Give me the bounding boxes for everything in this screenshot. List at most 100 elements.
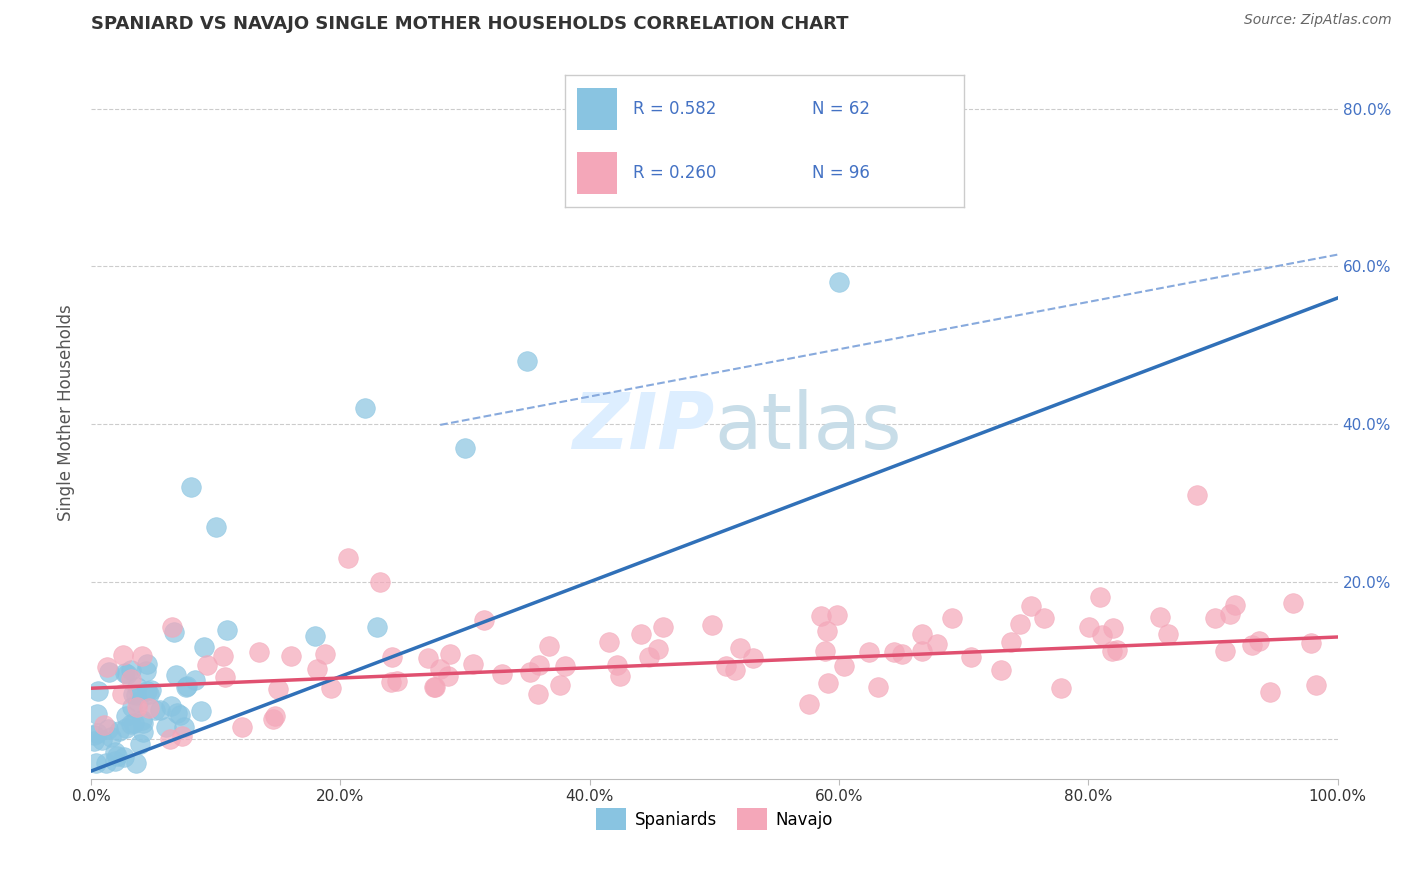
Point [193,640,215,655]
Point [959,649,981,664]
Point [135,665,157,679]
Point [217,623,239,637]
Point [170,730,193,744]
Point [160,620,183,634]
Point [429,663,451,677]
Point [280,649,302,664]
Point [94,756,117,771]
Point [1247,633,1270,648]
Point [127,699,149,714]
Point [304,629,326,643]
Point [263,709,285,723]
Point [366,619,388,633]
Point [385,673,408,688]
Point [1241,638,1264,652]
Point [125,756,148,771]
Point [941,611,963,625]
Point [814,643,837,657]
Point [1301,636,1323,650]
Point [87,684,110,698]
Point [368,574,391,589]
Point [138,700,160,714]
Point [1000,635,1022,649]
Point [461,657,484,671]
Point [195,657,218,672]
Point [1032,610,1054,624]
Point [314,647,336,661]
Point [166,706,188,720]
Point [1185,488,1208,502]
Point [190,705,212,719]
Point [815,624,838,638]
Point [1105,643,1128,657]
Point [176,679,198,693]
Point [305,661,328,675]
Point [810,609,832,624]
Point [336,551,359,566]
Point [436,668,458,682]
Point [609,669,631,683]
Point [131,648,153,663]
Point [105,748,128,763]
Point [96,660,118,674]
Point [516,354,538,368]
Point [120,672,142,686]
Point [1213,644,1236,658]
Point [537,639,560,653]
Text: Source: ZipAtlas.com: Source: ZipAtlas.com [1244,13,1392,28]
Point [112,750,135,764]
Point [127,681,149,695]
Point [630,626,652,640]
Legend: Spaniards, Navajo: Spaniards, Navajo [589,802,839,837]
Point [114,665,136,680]
Point [120,717,142,731]
Point [143,703,166,717]
Point [700,618,723,632]
Point [1223,598,1246,612]
Point [1088,590,1111,604]
Point [866,680,889,694]
Point [606,658,628,673]
Point [163,624,186,639]
Text: SPANIARD VS NAVAJO SINGLE MOTHER HOUSEHOLDS CORRELATION CHART: SPANIARD VS NAVAJO SINGLE MOTHER HOUSEHO… [91,15,849,33]
Point [911,644,934,658]
Point [828,275,851,289]
Point [135,684,157,698]
Point [724,663,747,677]
Point [1019,599,1042,614]
Point [128,737,150,751]
Point [714,658,737,673]
Point [834,659,856,673]
Point [647,641,669,656]
Point [115,709,138,723]
Point [155,720,177,734]
Point [825,607,848,622]
Point [548,678,571,692]
Point [652,620,675,634]
Text: ZIP: ZIP [572,389,714,465]
Point [416,651,439,665]
Point [112,648,135,663]
Point [135,657,157,671]
Point [114,722,136,736]
Point [1281,595,1303,609]
Point [1077,620,1099,634]
Point [527,687,550,701]
Point [319,681,342,696]
Point [439,647,461,661]
Point [1091,628,1114,642]
Point [108,724,131,739]
Point [127,695,149,709]
Point [173,720,195,734]
Point [990,663,1012,677]
Y-axis label: Single Mother Households: Single Mother Households [58,304,75,521]
Point [100,730,122,744]
Point [598,635,620,649]
Point [741,651,763,665]
Point [111,687,134,701]
Point [1258,685,1281,699]
Point [638,650,661,665]
Point [666,157,689,171]
Point [86,706,108,721]
Point [159,731,181,746]
